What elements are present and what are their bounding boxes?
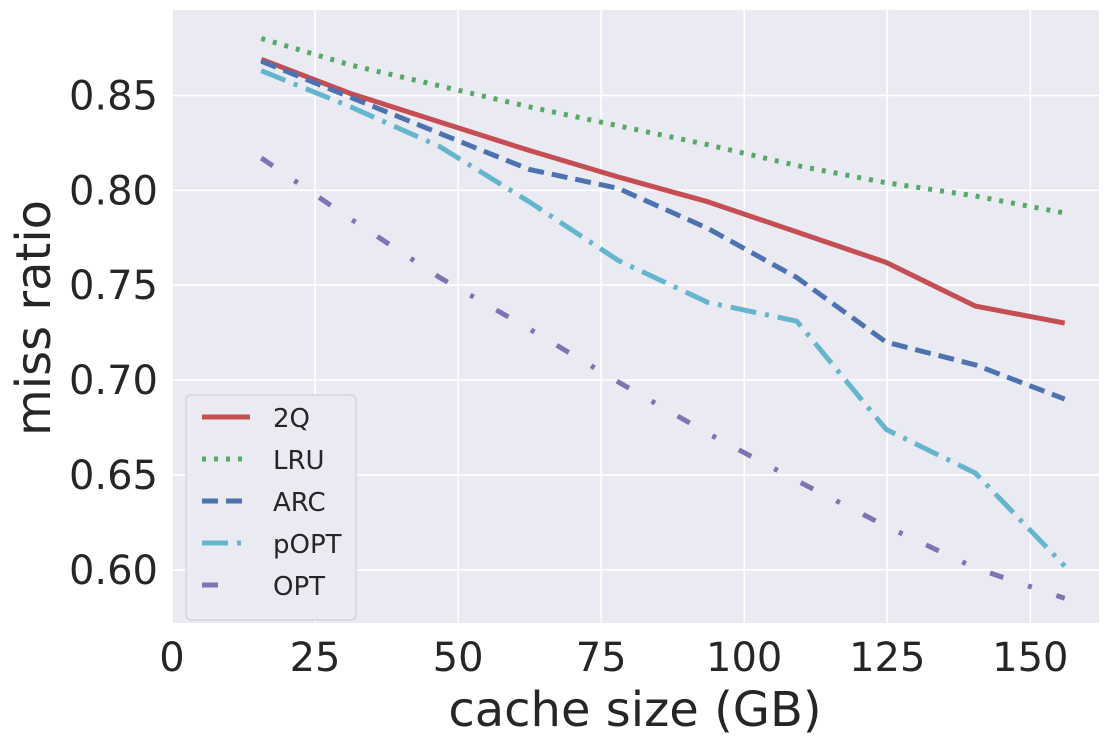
x-tick-label: 50	[433, 635, 484, 681]
series-line-arc	[260, 58, 1066, 402]
x-tick-label: 75	[576, 635, 627, 681]
legend-label: OPT	[273, 572, 325, 602]
y-axis-ticks: 0.60 0.65 0.70 0.75 0.80 0.85	[69, 73, 158, 593]
x-axis-ticks: 0 25 50 75 100 125 150	[159, 635, 1068, 681]
x-tick-label: 150	[992, 635, 1068, 681]
series-lines	[259, 36, 1067, 601]
y-tick-label: 0.75	[69, 263, 158, 309]
y-tick-label: 0.65	[69, 453, 158, 499]
x-tick-label: 125	[849, 635, 925, 681]
legend-label: 2Q	[273, 404, 310, 434]
series-line-opt	[259, 155, 1066, 601]
y-tick-label: 0.80	[69, 168, 158, 214]
series-line-2q	[260, 56, 1066, 326]
legend-label: pOPT	[273, 530, 342, 560]
y-axis-label: miss ratio	[6, 200, 62, 436]
y-tick-label: 0.70	[69, 358, 158, 404]
x-tick-label: 0	[159, 635, 184, 681]
legend-label: ARC	[273, 488, 326, 518]
legend: 2Q LRU ARC pOPT OPT	[185, 394, 357, 621]
series-line-lru	[260, 36, 1066, 216]
x-axis-label: cache size (GB)	[448, 682, 821, 738]
legend-label: LRU	[273, 446, 325, 476]
y-tick-label: 0.60	[69, 548, 158, 594]
x-tick-label: 25	[290, 635, 341, 681]
legend-box	[185, 394, 357, 621]
x-tick-label: 100	[706, 635, 782, 681]
y-tick-label: 0.85	[69, 73, 158, 119]
series-line-popt	[260, 68, 1067, 568]
